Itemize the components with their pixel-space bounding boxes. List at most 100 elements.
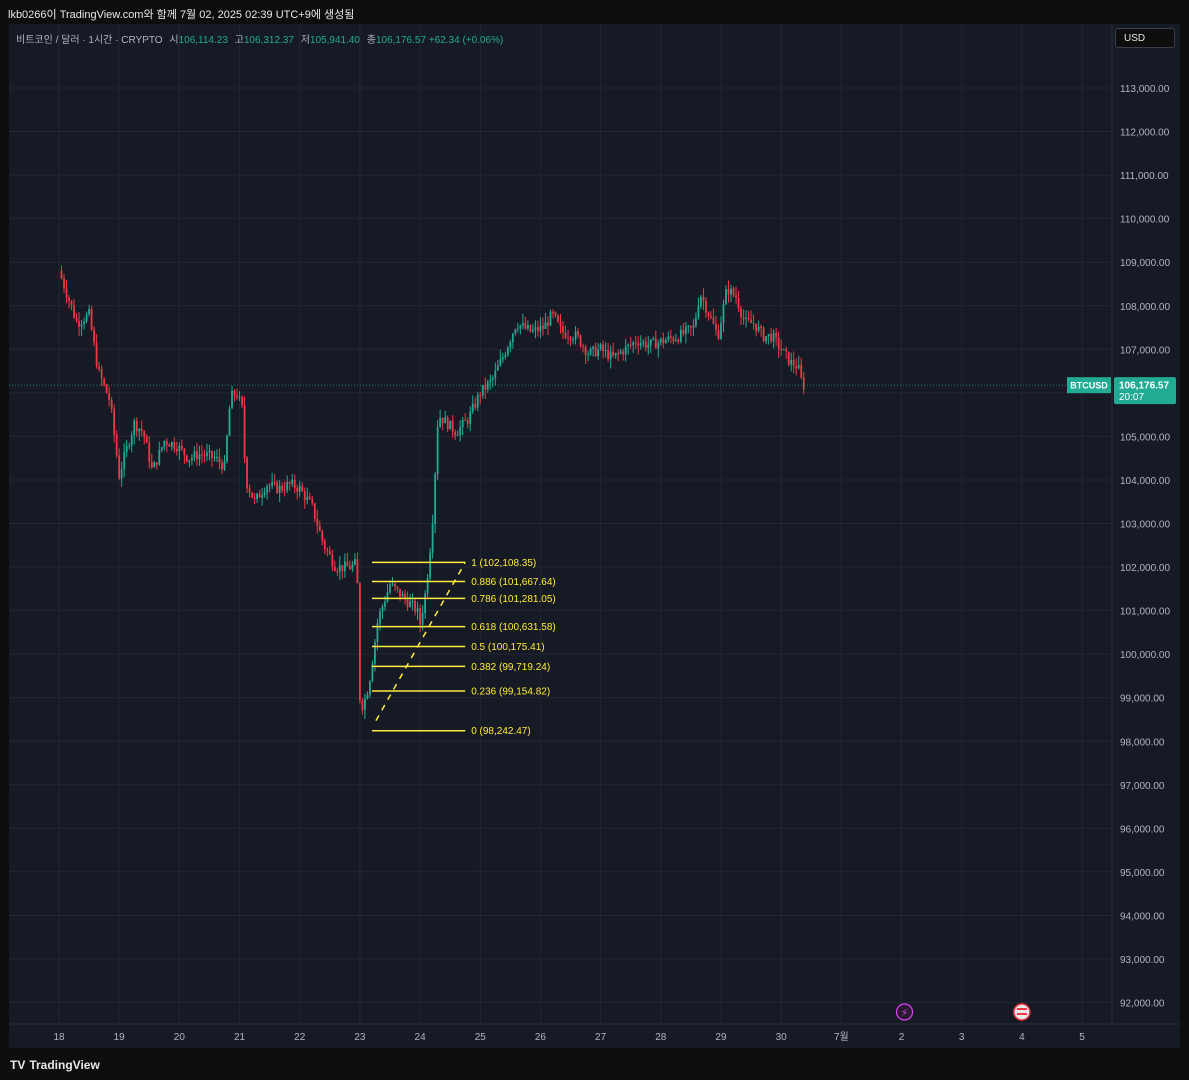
candle-body: [667, 336, 670, 341]
candle-body: [396, 586, 399, 589]
x-tick-label: 19: [114, 1032, 126, 1043]
candle-body: [218, 456, 221, 463]
candle-body: [647, 345, 650, 348]
candle-body: [790, 359, 793, 365]
tradingview-logo-icon: TV: [10, 1058, 26, 1072]
close-value: 106,176.57: [375, 35, 427, 46]
price-chart[interactable]: 113,000.00 112,000.00 111,000.00 110,000.00…: [9, 24, 1180, 1048]
candle-body: [73, 305, 75, 318]
x-tick-label: 7월: [834, 1031, 849, 1043]
candle-body: [83, 321, 85, 325]
candle-body: [612, 351, 615, 356]
candle-body: [78, 321, 80, 327]
candle-body: [735, 295, 737, 298]
candle-body: [785, 348, 788, 352]
candle-body: [286, 482, 289, 491]
candle-body: [426, 578, 429, 594]
price-tag-value: 106,176.57: [1119, 381, 1169, 392]
candle-body: [519, 325, 522, 329]
candle-body: [757, 326, 760, 331]
candle-body: [318, 525, 321, 531]
candle-body: [642, 341, 645, 344]
y-tick-label: 107,000.00: [1120, 345, 1170, 356]
y-tick-label: 97,000.00: [1120, 781, 1165, 792]
symbol-legend: 비트코인 / 달러 · 1시간 · CRYPTO 시106,114.23 고10…: [16, 31, 503, 46]
candle-body: [103, 378, 106, 385]
candle-body: [198, 454, 201, 460]
candle-body: [316, 518, 319, 526]
candle-body: [371, 663, 374, 682]
candle-body: [123, 452, 126, 470]
candle-body: [637, 343, 640, 346]
candle-body: [712, 317, 715, 324]
y-tick-label: 98,000.00: [1120, 737, 1165, 748]
candle-body: [501, 357, 504, 360]
candle-body: [196, 451, 198, 460]
candle-body: [291, 479, 294, 484]
candle-body: [602, 344, 605, 352]
currency-button[interactable]: USD: [1115, 28, 1175, 48]
candle-body: [509, 342, 512, 348]
fib-level-label: 0.5 (100,175.41): [471, 642, 544, 653]
candle-body: [782, 348, 785, 351]
candle-body: [394, 583, 396, 587]
candle-body: [296, 488, 299, 492]
candle-body: [745, 318, 747, 320]
candle-body: [597, 349, 600, 356]
candle-body: [689, 326, 692, 328]
candle-body: [469, 411, 472, 424]
candle-body: [338, 565, 341, 572]
candle-body: [780, 348, 783, 351]
open-value: 106,114.23: [178, 35, 228, 46]
candle-body: [253, 497, 256, 499]
candle-body: [639, 343, 642, 346]
candle-body: [386, 592, 389, 602]
y-tick-label: 112,000.00: [1120, 128, 1170, 139]
tradingview-brand[interactable]: TV TradingView: [10, 1058, 100, 1072]
candle-body: [569, 337, 572, 341]
candle-body: [301, 485, 304, 492]
event-lightning-icon[interactable]: [895, 1003, 914, 1021]
candle-body: [459, 426, 462, 436]
candle-body: [128, 445, 131, 447]
candle-body: [366, 694, 369, 699]
candle-body: [727, 289, 730, 295]
candle-body: [399, 588, 401, 597]
candle-body: [537, 327, 539, 332]
candle-body: [524, 323, 527, 329]
candle-body: [223, 461, 226, 470]
candle-body: [607, 349, 610, 360]
candle-body: [419, 608, 421, 625]
candle-body: [328, 550, 331, 555]
candle-body: [707, 312, 710, 317]
candle-body: [248, 488, 251, 493]
candle-body: [456, 435, 459, 437]
candle-body: [241, 396, 243, 406]
candle-body: [65, 288, 68, 298]
candle-body: [313, 503, 316, 519]
us-flag-stripe-icon: [1016, 1013, 1027, 1015]
candle-body: [298, 485, 301, 492]
candle-body: [130, 435, 133, 446]
candle-body: [504, 355, 507, 358]
candle-body: [158, 449, 161, 465]
us-flag-event-icon[interactable]: [1013, 1003, 1031, 1021]
us-flag-stripe-icon: [1016, 1008, 1027, 1010]
candle-body: [740, 308, 742, 318]
y-tick-label: 108,000.00: [1120, 302, 1170, 313]
candle-body: [148, 442, 151, 463]
candle-body: [168, 444, 171, 447]
candle-body: [659, 338, 662, 343]
candle-body: [115, 434, 118, 456]
fib-level-label: 0.236 (99,154.82): [471, 686, 550, 697]
candle-body: [632, 342, 635, 345]
candle-body: [98, 366, 101, 370]
candle-body: [557, 315, 559, 322]
candle-body: [90, 308, 93, 330]
candle-body: [441, 417, 444, 424]
candle-body: [138, 428, 141, 432]
y-tick-label: 105,000.00: [1120, 432, 1170, 443]
candle-body: [409, 601, 411, 607]
candle-body: [63, 278, 65, 289]
candle-body: [125, 445, 128, 453]
